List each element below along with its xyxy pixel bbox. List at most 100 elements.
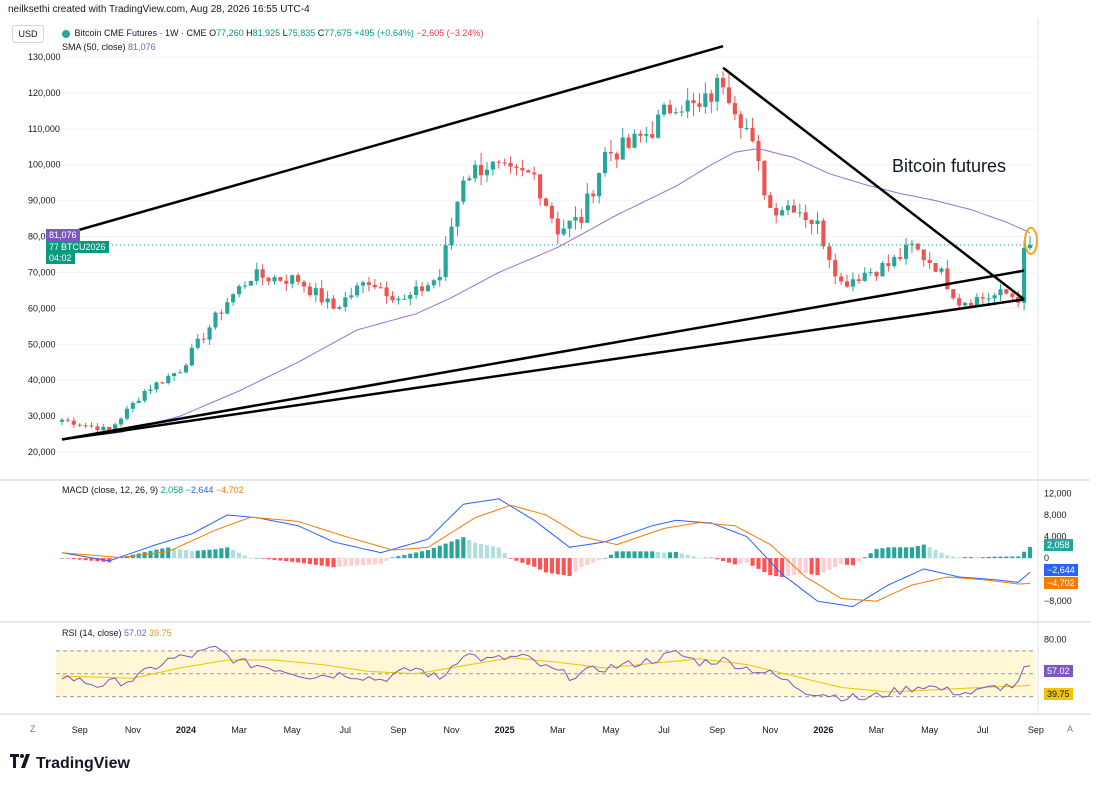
- candle-body[interactable]: [685, 100, 690, 112]
- candle-body[interactable]: [396, 298, 401, 301]
- candle-body[interactable]: [461, 180, 466, 202]
- trendline[interactable]: [61, 269, 1025, 441]
- candle-body[interactable]: [479, 164, 484, 176]
- candle-body[interactable]: [390, 296, 395, 301]
- candle-body[interactable]: [207, 327, 212, 340]
- candle-body[interactable]: [644, 134, 649, 136]
- candle-body[interactable]: [732, 103, 737, 115]
- candle-body[interactable]: [821, 220, 826, 247]
- candle-body[interactable]: [927, 260, 932, 264]
- candle-body[interactable]: [591, 193, 596, 197]
- candle-body[interactable]: [219, 312, 224, 314]
- candle-body[interactable]: [974, 297, 979, 306]
- legend-symbol[interactable]: Bitcoin CME Futures · 1W · CME: [74, 28, 207, 38]
- candle-body[interactable]: [597, 173, 602, 197]
- candle-body[interactable]: [59, 419, 65, 422]
- candle-body[interactable]: [1022, 248, 1027, 303]
- candle-body[interactable]: [850, 279, 855, 287]
- candle-body[interactable]: [573, 216, 578, 221]
- candle-body[interactable]: [856, 279, 861, 281]
- candle-body[interactable]: [231, 294, 236, 303]
- candle-body[interactable]: [172, 373, 177, 377]
- candle-body[interactable]: [378, 287, 383, 289]
- candle-body[interactable]: [945, 268, 950, 290]
- trendline[interactable]: [61, 298, 1025, 441]
- candle-body[interactable]: [750, 127, 755, 142]
- candle-body[interactable]: [278, 277, 283, 281]
- candle-body[interactable]: [951, 289, 956, 299]
- candle-body[interactable]: [89, 425, 94, 427]
- candle-body[interactable]: [514, 166, 519, 168]
- candle-body[interactable]: [667, 104, 673, 114]
- candle-body[interactable]: [555, 218, 560, 235]
- candle-body[interactable]: [313, 288, 318, 296]
- candle-body[interactable]: [892, 257, 897, 267]
- candle-body[interactable]: [490, 161, 495, 170]
- candle-body[interactable]: [874, 271, 879, 277]
- candle-body[interactable]: [921, 249, 926, 261]
- candle-body[interactable]: [414, 286, 419, 295]
- sma-line[interactable]: [61, 148, 1031, 440]
- sma-legend-label[interactable]: SMA (50, close): [62, 42, 126, 52]
- candle-body[interactable]: [585, 193, 590, 223]
- candle-body[interactable]: [703, 93, 708, 107]
- zoom-z-button[interactable]: Z: [30, 724, 36, 734]
- candle-body[interactable]: [579, 216, 584, 223]
- candle-body[interactable]: [886, 263, 891, 267]
- candle-body[interactable]: [880, 263, 885, 277]
- rsi-line[interactable]: [61, 645, 1031, 702]
- candle-body[interactable]: [384, 287, 389, 297]
- candle-body[interactable]: [467, 178, 472, 181]
- candle-body[interactable]: [154, 382, 159, 390]
- candle-body[interactable]: [419, 286, 425, 292]
- candle-body[interactable]: [437, 276, 442, 281]
- candle-body[interactable]: [839, 276, 844, 282]
- candle-body[interactable]: [118, 418, 124, 425]
- candle-body[interactable]: [83, 425, 88, 427]
- candle-body[interactable]: [107, 426, 112, 430]
- candle-body[interactable]: [868, 271, 873, 273]
- candle-body[interactable]: [213, 312, 218, 328]
- macd-legend-label[interactable]: MACD (close, 12, 26, 9): [62, 485, 159, 495]
- candle-body[interactable]: [189, 347, 194, 366]
- candle-body[interactable]: [915, 243, 920, 250]
- candle-body[interactable]: [626, 137, 631, 148]
- candle-body[interactable]: [130, 402, 135, 409]
- candle-body[interactable]: [177, 372, 183, 374]
- candle-body[interactable]: [909, 243, 915, 245]
- annotation-bitcoin-futures[interactable]: Bitcoin futures: [892, 156, 1006, 176]
- candle-body[interactable]: [791, 205, 796, 213]
- candle-body[interactable]: [785, 205, 791, 211]
- candle-body[interactable]: [963, 302, 968, 306]
- candle-body[interactable]: [549, 205, 554, 219]
- candle-body[interactable]: [809, 219, 814, 225]
- candle-body[interactable]: [449, 226, 454, 246]
- candle-body[interactable]: [998, 289, 1003, 296]
- candle-body[interactable]: [661, 104, 667, 115]
- candle-body[interactable]: [248, 280, 253, 286]
- candle-body[interactable]: [71, 420, 76, 425]
- candle-body[interactable]: [360, 282, 366, 286]
- candle-body[interactable]: [673, 112, 678, 114]
- candle-body[interactable]: [738, 114, 743, 128]
- candle-body[interactable]: [827, 246, 832, 260]
- macd-line[interactable]: [61, 498, 1031, 608]
- candle-body[interactable]: [632, 133, 637, 148]
- candle-body[interactable]: [543, 198, 549, 206]
- auto-scale-button[interactable]: A: [1067, 724, 1074, 734]
- candle-body[interactable]: [679, 111, 684, 113]
- candle-body[interactable]: [225, 302, 230, 314]
- candle-body[interactable]: [756, 141, 761, 161]
- candle-body[interactable]: [160, 382, 165, 384]
- candle-body[interactable]: [862, 272, 867, 281]
- candle-body[interactable]: [431, 280, 436, 286]
- candle-body[interactable]: [532, 172, 537, 175]
- candle-body[interactable]: [113, 424, 118, 430]
- candle-body[interactable]: [561, 228, 566, 235]
- candle-body[interactable]: [496, 161, 501, 163]
- rsi-sma-line[interactable]: [61, 657, 1031, 693]
- rsi-legend-label[interactable]: RSI (14, close): [62, 628, 122, 638]
- candle-body[interactable]: [508, 162, 513, 167]
- candle-body[interactable]: [260, 269, 265, 278]
- candle-body[interactable]: [744, 127, 749, 129]
